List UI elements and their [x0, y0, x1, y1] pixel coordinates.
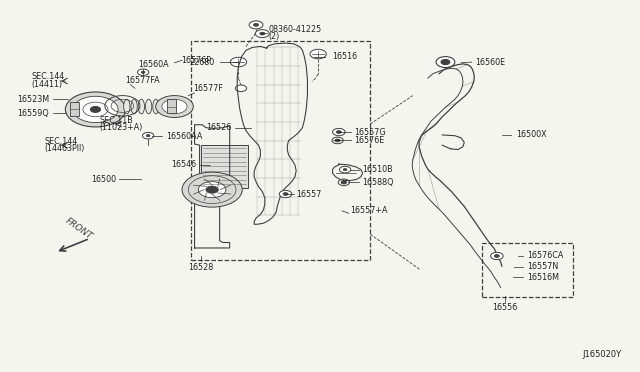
Ellipse shape	[145, 99, 152, 114]
Text: (14463PII): (14463PII)	[44, 144, 84, 153]
Circle shape	[141, 71, 145, 73]
Text: 16557G: 16557G	[355, 128, 386, 137]
Text: 16560A: 16560A	[138, 60, 169, 69]
Circle shape	[441, 60, 450, 65]
Bar	[191, 41, 370, 260]
Circle shape	[335, 139, 340, 142]
Ellipse shape	[131, 99, 137, 114]
Text: 16526: 16526	[205, 123, 231, 132]
Text: 16528: 16528	[188, 263, 214, 272]
Text: FRONT: FRONT	[64, 217, 94, 241]
Circle shape	[279, 190, 292, 198]
Text: 16500: 16500	[91, 175, 116, 184]
Circle shape	[198, 182, 226, 198]
Text: 16559Q: 16559Q	[17, 109, 49, 118]
Circle shape	[339, 166, 351, 173]
Bar	[167, 99, 176, 113]
Circle shape	[65, 92, 125, 127]
Text: 16556: 16556	[492, 304, 518, 312]
Ellipse shape	[124, 99, 130, 114]
Circle shape	[90, 106, 100, 112]
Circle shape	[343, 169, 347, 171]
Circle shape	[162, 99, 187, 114]
Circle shape	[494, 254, 499, 257]
Text: 16516M: 16516M	[527, 273, 559, 282]
Text: 16523M: 16523M	[17, 95, 49, 104]
Bar	[201, 145, 248, 188]
Text: 16546: 16546	[171, 160, 196, 169]
Circle shape	[236, 85, 246, 92]
Text: SEC.144: SEC.144	[44, 137, 77, 146]
Circle shape	[249, 21, 263, 29]
Text: 16577F: 16577F	[193, 84, 223, 93]
Text: 22680: 22680	[189, 58, 214, 67]
Text: (11023+A): (11023+A)	[99, 123, 143, 132]
Circle shape	[138, 69, 148, 76]
Circle shape	[156, 96, 193, 118]
Circle shape	[310, 49, 326, 59]
Circle shape	[260, 32, 265, 35]
Circle shape	[333, 128, 345, 136]
Text: 08360-41225: 08360-41225	[269, 25, 322, 35]
Text: (14411): (14411)	[31, 80, 63, 89]
Text: 16516: 16516	[333, 52, 358, 61]
Text: 16510B: 16510B	[363, 165, 393, 174]
Text: 16557+A: 16557+A	[350, 206, 388, 215]
Text: 16576P: 16576P	[180, 56, 211, 65]
Ellipse shape	[138, 99, 145, 114]
Circle shape	[436, 57, 455, 68]
Circle shape	[255, 30, 269, 38]
Text: SEC.144: SEC.144	[31, 72, 65, 81]
Text: J165020Y: J165020Y	[582, 350, 621, 359]
Circle shape	[336, 131, 341, 134]
Text: 16577FA: 16577FA	[125, 76, 160, 85]
Text: SEC.11B: SEC.11B	[99, 116, 133, 125]
Circle shape	[253, 23, 259, 26]
Circle shape	[73, 96, 118, 122]
Ellipse shape	[153, 99, 159, 114]
Circle shape	[341, 181, 346, 184]
Circle shape	[147, 135, 150, 137]
Text: 16588Q: 16588Q	[363, 178, 394, 187]
Text: 16560E: 16560E	[476, 58, 506, 67]
Circle shape	[143, 132, 154, 139]
Ellipse shape	[160, 99, 166, 114]
Text: 16576CA: 16576CA	[527, 251, 563, 260]
Text: 16576E: 16576E	[355, 136, 385, 145]
Text: 16557N: 16557N	[527, 262, 558, 272]
Circle shape	[230, 57, 246, 67]
Circle shape	[182, 172, 242, 207]
Text: 16560AA: 16560AA	[166, 132, 203, 141]
Bar	[70, 102, 79, 116]
Text: 16500X: 16500X	[516, 131, 547, 140]
Text: (2): (2)	[269, 32, 280, 41]
Circle shape	[206, 186, 218, 193]
Text: 16557: 16557	[296, 189, 321, 199]
Circle shape	[491, 252, 503, 260]
Bar	[482, 243, 573, 297]
Circle shape	[283, 193, 288, 195]
